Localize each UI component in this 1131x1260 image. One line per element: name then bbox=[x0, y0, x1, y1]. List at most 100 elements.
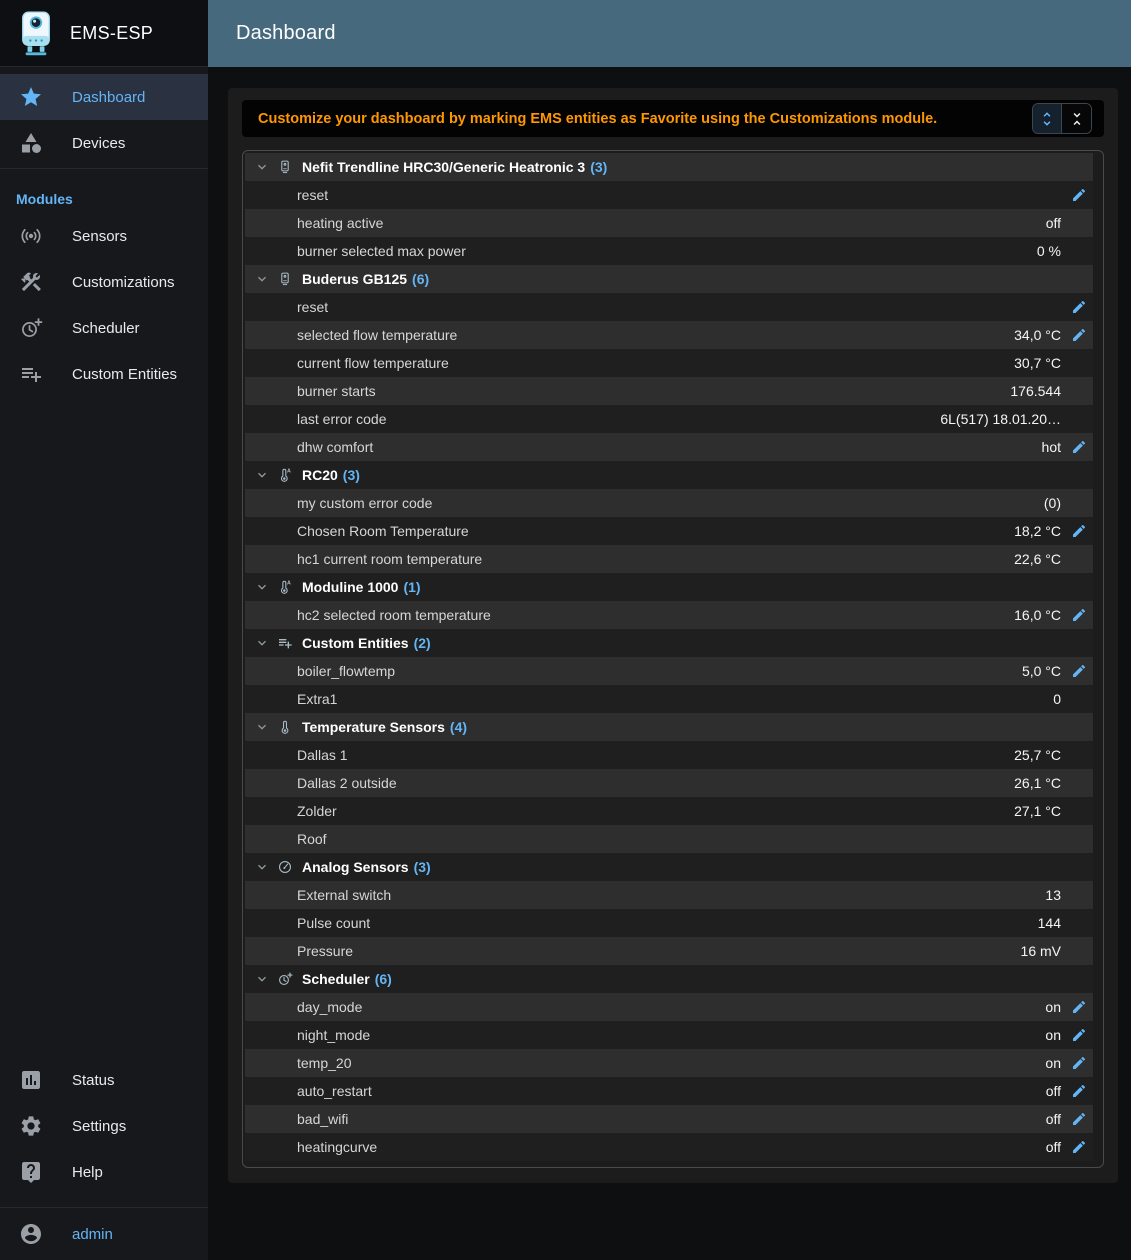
entity-row[interactable]: dhw comfort hot bbox=[245, 433, 1093, 461]
sidebar-item-dashboard[interactable]: Dashboard bbox=[0, 74, 208, 120]
edit-icon[interactable] bbox=[1071, 1139, 1087, 1155]
edit-slot-empty bbox=[1071, 411, 1087, 427]
entity-label: my custom error code bbox=[297, 495, 433, 511]
edit-icon[interactable] bbox=[1071, 1055, 1087, 1071]
entity-value: 0 bbox=[1053, 691, 1061, 707]
sidebar-divider bbox=[0, 168, 208, 169]
group-row[interactable]: Analog Sensors (3) bbox=[245, 853, 1093, 881]
entity-row[interactable]: reset bbox=[245, 181, 1093, 209]
entity-row[interactable]: boiler_flowtemp 5,0 °C bbox=[245, 657, 1093, 685]
edit-icon[interactable] bbox=[1071, 187, 1087, 203]
app-title: EMS-ESP bbox=[70, 22, 154, 43]
expand-all-button[interactable] bbox=[1033, 104, 1062, 133]
edit-icon[interactable] bbox=[1071, 663, 1087, 679]
chevron-down-icon[interactable] bbox=[254, 635, 270, 651]
entity-row[interactable]: bad_wifi off bbox=[245, 1105, 1093, 1133]
devices-icon bbox=[19, 131, 43, 155]
group-row[interactable]: Custom Entities (2) bbox=[245, 629, 1093, 657]
main-content: Customize your dashboard by marking EMS … bbox=[208, 67, 1131, 1260]
edit-slot-empty bbox=[1071, 243, 1087, 259]
entity-value: 144 bbox=[1037, 915, 1061, 931]
chevron-down-icon[interactable] bbox=[254, 159, 270, 175]
account-icon bbox=[19, 1222, 43, 1246]
group-row[interactable]: Nefit Trendline HRC30/Generic Heatronic … bbox=[245, 153, 1093, 181]
sidebar-item-label: Status bbox=[72, 1071, 115, 1089]
entity-label: burner starts bbox=[297, 383, 376, 399]
entity-value: 27,1 °C bbox=[1014, 803, 1061, 819]
entity-row[interactable]: night_mode on bbox=[245, 1021, 1093, 1049]
entity-label: Dallas 1 bbox=[297, 747, 348, 763]
edit-icon[interactable] bbox=[1071, 1027, 1087, 1043]
entity-row: my custom error code (0) bbox=[245, 489, 1093, 517]
edit-icon[interactable] bbox=[1071, 1083, 1087, 1099]
entity-value: on bbox=[1045, 1055, 1061, 1071]
entity-row[interactable]: selected flow temperature 34,0 °C bbox=[245, 321, 1093, 349]
entities-table: Nefit Trendline HRC30/Generic Heatronic … bbox=[245, 153, 1093, 1161]
entity-label: current flow temperature bbox=[297, 355, 449, 371]
edit-icon[interactable] bbox=[1071, 439, 1087, 455]
group-row[interactable]: A Moduline 1000 (1) bbox=[245, 573, 1093, 601]
entity-label: Extra1 bbox=[297, 691, 338, 707]
entity-row: Zolder 27,1 °C bbox=[245, 797, 1093, 825]
entity-value: 16,0 °C bbox=[1014, 607, 1061, 623]
edit-slot-empty bbox=[1071, 943, 1087, 959]
entity-row[interactable]: temp_20 on bbox=[245, 1049, 1093, 1077]
sidebar-item-label: Devices bbox=[72, 134, 126, 152]
group-row[interactable]: Temperature Sensors (4) bbox=[245, 713, 1093, 741]
group-count: (4) bbox=[449, 719, 468, 735]
boiler-icon bbox=[277, 159, 293, 175]
group-count: (3) bbox=[413, 859, 431, 875]
group-row[interactable]: Buderus GB125 (6) bbox=[245, 265, 1093, 293]
gauge-icon bbox=[277, 859, 293, 875]
sidebar-item-status[interactable]: Status bbox=[0, 1057, 208, 1103]
entity-row[interactable]: heatingcurve off bbox=[245, 1133, 1093, 1161]
entity-label: auto_restart bbox=[297, 1083, 372, 1099]
entity-row[interactable]: day_mode on bbox=[245, 993, 1093, 1021]
sidebar-item-scheduler[interactable]: Scheduler bbox=[0, 305, 208, 351]
edit-icon[interactable] bbox=[1071, 327, 1087, 343]
group-name: Analog Sensors bbox=[302, 859, 409, 875]
group-count: (3) bbox=[590, 159, 608, 175]
user-menu-admin[interactable]: admin bbox=[0, 1208, 208, 1260]
svg-text:A: A bbox=[287, 469, 291, 475]
sidebar-item-customizations[interactable]: Customizations bbox=[0, 259, 208, 305]
status-chart-icon bbox=[19, 1068, 43, 1092]
edit-icon[interactable] bbox=[1071, 999, 1087, 1015]
sidebar-item-devices[interactable]: Devices bbox=[0, 120, 208, 166]
group-name: Buderus GB125 bbox=[302, 271, 408, 287]
edit-slot-empty bbox=[1071, 831, 1087, 847]
chevron-down-icon[interactable] bbox=[254, 971, 270, 987]
group-count: (1) bbox=[403, 579, 421, 595]
edit-icon[interactable] bbox=[1071, 1111, 1087, 1127]
entity-label: burner selected max power bbox=[297, 243, 466, 259]
entity-value: 0 % bbox=[1036, 243, 1061, 259]
entity-row[interactable]: reset bbox=[245, 293, 1093, 321]
entity-row[interactable]: hc2 selected room temperature 16,0 °C bbox=[245, 601, 1093, 629]
entity-row[interactable]: Chosen Room Temperature 18,2 °C bbox=[245, 517, 1093, 545]
chevron-down-icon[interactable] bbox=[254, 579, 270, 595]
chevron-down-icon[interactable] bbox=[254, 467, 270, 483]
chevron-down-icon[interactable] bbox=[254, 271, 270, 287]
edit-icon[interactable] bbox=[1071, 523, 1087, 539]
edit-icon[interactable] bbox=[1071, 607, 1087, 623]
sidebar-item-custom-entities[interactable]: Custom Entities bbox=[0, 351, 208, 397]
group-name: Custom Entities bbox=[302, 635, 409, 651]
collapse-all-button[interactable] bbox=[1062, 104, 1091, 133]
sidebar-item-help[interactable]: Help bbox=[0, 1149, 208, 1195]
customize-notice-text: Customize your dashboard by marking EMS … bbox=[258, 110, 938, 127]
entity-row: last error code 6L(517) 18.01.20… bbox=[245, 405, 1093, 433]
sidebar-item-settings[interactable]: Settings bbox=[0, 1103, 208, 1149]
entity-row[interactable]: auto_restart off bbox=[245, 1077, 1093, 1105]
group-row[interactable]: Scheduler (6) bbox=[245, 965, 1093, 993]
group-row[interactable]: A RC20 (3) bbox=[245, 461, 1093, 489]
group-name: Nefit Trendline HRC30/Generic Heatronic … bbox=[302, 159, 586, 175]
edit-icon[interactable] bbox=[1071, 299, 1087, 315]
entity-value: 26,1 °C bbox=[1014, 775, 1061, 791]
entity-row: burner starts 176.544 bbox=[245, 377, 1093, 405]
entity-row: Pulse count 144 bbox=[245, 909, 1093, 937]
group-name: Moduline 1000 bbox=[302, 579, 399, 595]
gear-icon bbox=[19, 1114, 43, 1138]
chevron-down-icon[interactable] bbox=[254, 719, 270, 735]
chevron-down-icon[interactable] bbox=[254, 859, 270, 875]
sidebar-item-sensors[interactable]: Sensors bbox=[0, 213, 208, 259]
